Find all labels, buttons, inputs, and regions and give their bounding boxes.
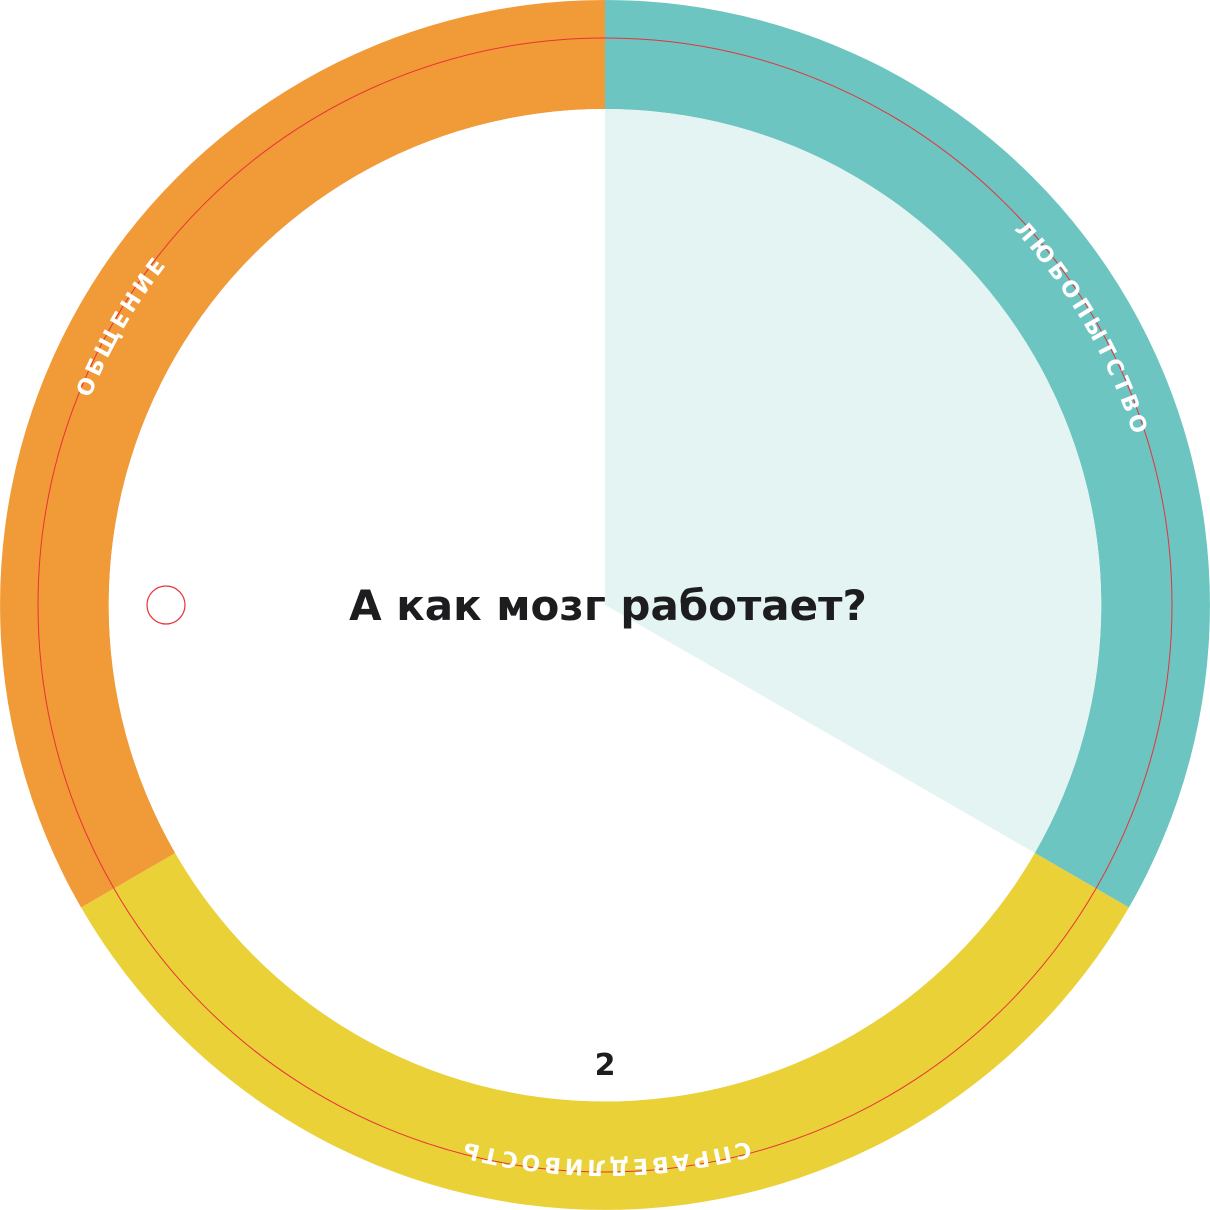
page-number: 2: [595, 1048, 616, 1083]
ring-segment-communication: [0, 0, 606, 908]
ring-segment-justice: [81, 853, 1129, 1210]
inner-wedge-communication: [108, 108, 605, 853]
cut-line-circle: [37, 37, 1173, 1173]
question-text: А как мозг работает?: [349, 581, 867, 630]
inner-wedge-justice: [175, 605, 1035, 1102]
inner-wedge-curiosity: [605, 108, 1102, 853]
ring-segment-curiosity: [605, 0, 1210, 908]
hole-marker: [146, 585, 186, 625]
